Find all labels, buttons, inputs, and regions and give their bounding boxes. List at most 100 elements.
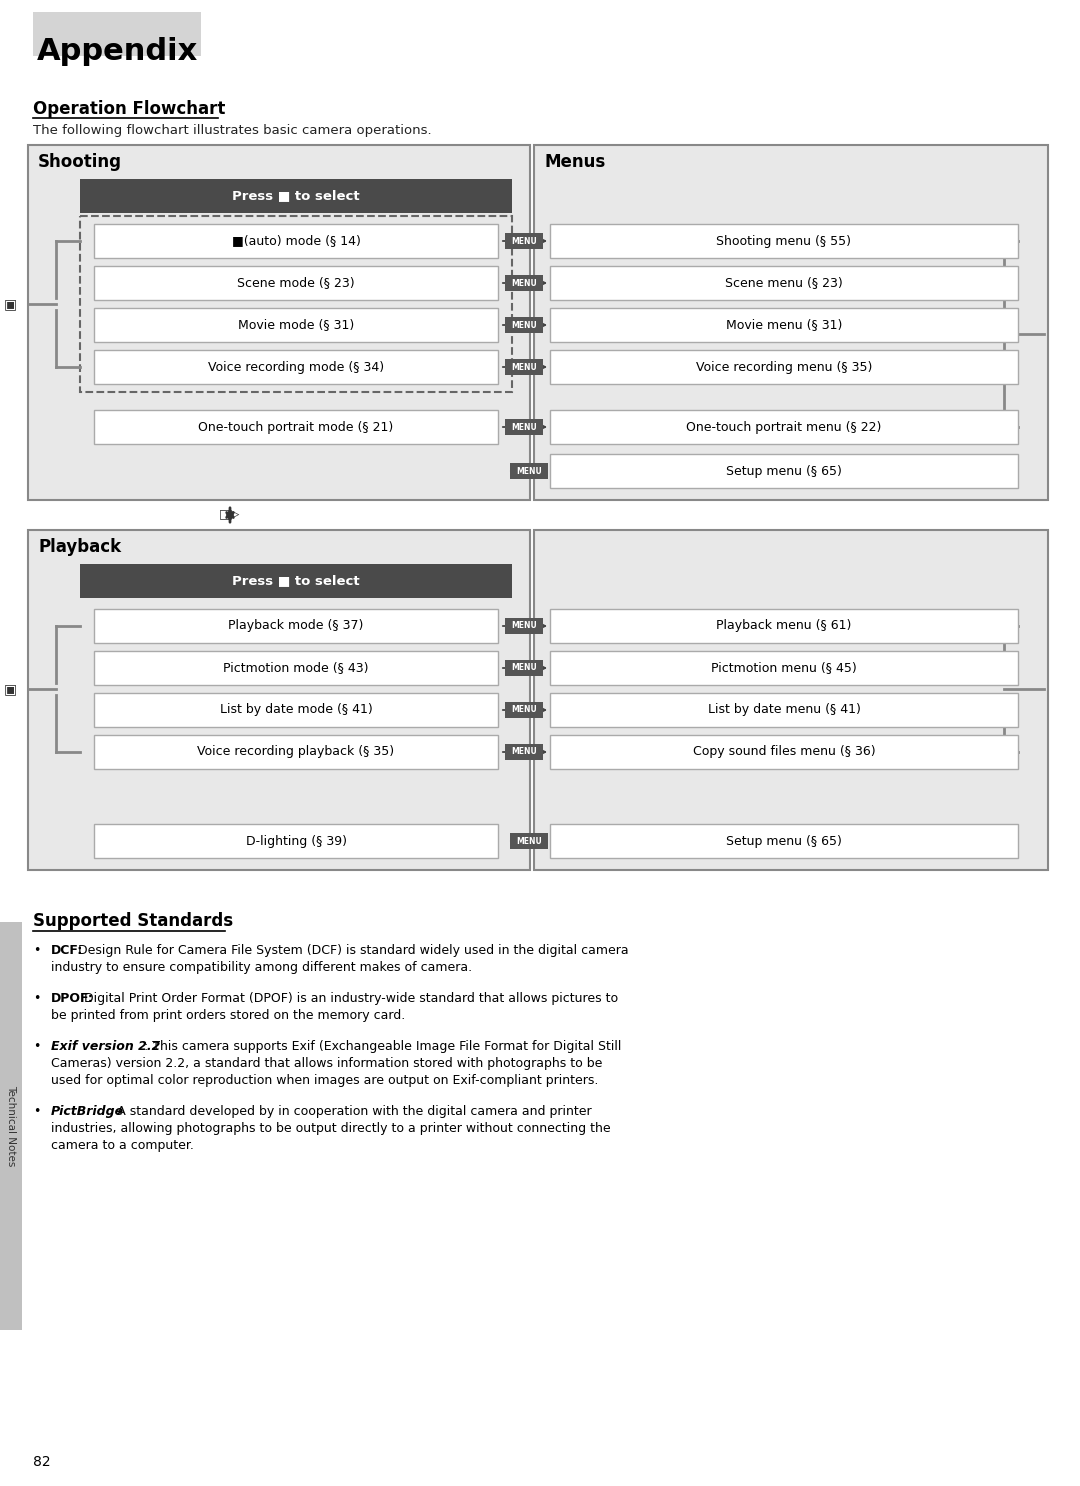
Bar <box>80 178 512 212</box>
Text: camera to a computer.: camera to a computer. <box>51 1138 194 1152</box>
Text: 82: 82 <box>33 1455 51 1470</box>
Text: Menus: Menus <box>544 153 605 171</box>
Text: Appendix: Appendix <box>37 37 199 67</box>
Text: MENU: MENU <box>511 422 537 431</box>
Text: •: • <box>33 1106 40 1117</box>
Text: One-touch portrait menu (§ 22): One-touch portrait menu (§ 22) <box>686 421 881 434</box>
Text: D-lighting (§ 39): D-lighting (§ 39) <box>245 835 347 847</box>
Bar <box>94 224 498 259</box>
Bar <box>505 419 543 435</box>
Bar <box>550 308 1018 342</box>
Bar <box>94 410 498 444</box>
Text: ■(auto) mode (§ 14): ■(auto) mode (§ 14) <box>231 235 361 248</box>
Text: The following flowchart illustrates basic camera operations.: The following flowchart illustrates basi… <box>33 123 432 137</box>
Text: □▷: □▷ <box>219 508 241 522</box>
Bar <box>505 701 543 718</box>
Bar <box>0 921 22 1330</box>
Text: Supported Standards: Supported Standards <box>33 912 233 930</box>
Bar <box>94 651 498 685</box>
Bar <box>534 531 1048 869</box>
Text: Playback mode (§ 37): Playback mode (§ 37) <box>228 620 364 633</box>
Bar <box>550 455 1018 487</box>
Text: Shooting menu (§ 55): Shooting menu (§ 55) <box>716 235 851 248</box>
Text: DCF:: DCF: <box>51 944 83 957</box>
Bar <box>94 736 498 768</box>
Text: •: • <box>33 944 40 957</box>
Text: MENU: MENU <box>511 664 537 673</box>
Text: Shooting: Shooting <box>38 153 122 171</box>
Text: List by date menu (§ 41): List by date menu (§ 41) <box>707 703 861 716</box>
Bar <box>550 224 1018 259</box>
Bar <box>550 825 1018 857</box>
Text: : This camera supports Exif (Exchangeable Image File Format for Digital Still: : This camera supports Exif (Exchangeabl… <box>144 1040 621 1054</box>
Bar <box>80 215 512 392</box>
Text: Setup menu (§ 65): Setup menu (§ 65) <box>726 835 842 847</box>
Bar <box>550 266 1018 300</box>
Text: Cameras) version 2.2, a standard that allows information stored with photographs: Cameras) version 2.2, a standard that al… <box>51 1057 603 1070</box>
Text: Pictmotion menu (§ 45): Pictmotion menu (§ 45) <box>711 661 856 675</box>
Text: MENU: MENU <box>511 321 537 330</box>
Bar <box>505 360 543 374</box>
Text: Design Rule for Camera File System (DCF) is standard widely used in the digital : Design Rule for Camera File System (DCF)… <box>75 944 629 957</box>
Bar <box>33 12 201 56</box>
Text: Scene mode (§ 23): Scene mode (§ 23) <box>238 276 355 290</box>
Text: MENU: MENU <box>511 278 537 287</box>
Text: Voice recording playback (§ 35): Voice recording playback (§ 35) <box>198 746 394 758</box>
Bar <box>28 146 530 499</box>
Bar <box>505 744 543 759</box>
Bar <box>94 308 498 342</box>
Text: Voice recording menu (§ 35): Voice recording menu (§ 35) <box>696 361 873 373</box>
Text: Digital Print Order Format (DPOF) is an industry-wide standard that allows pictu: Digital Print Order Format (DPOF) is an … <box>80 993 618 1005</box>
Text: Operation Flowchart: Operation Flowchart <box>33 100 226 117</box>
Bar <box>550 651 1018 685</box>
Text: Movie mode (§ 31): Movie mode (§ 31) <box>238 318 354 331</box>
Bar <box>505 618 543 635</box>
Text: ▣: ▣ <box>3 297 16 311</box>
Bar <box>505 275 543 291</box>
Text: industry to ensure compatibility among different makes of camera.: industry to ensure compatibility among d… <box>51 961 472 973</box>
Bar <box>550 692 1018 727</box>
Bar <box>550 736 1018 768</box>
Bar <box>28 531 530 869</box>
Text: Playback menu (§ 61): Playback menu (§ 61) <box>716 620 852 633</box>
Text: Movie menu (§ 31): Movie menu (§ 31) <box>726 318 842 331</box>
Bar <box>80 565 512 597</box>
Text: Pictmotion mode (§ 43): Pictmotion mode (§ 43) <box>224 661 368 675</box>
Bar <box>510 464 548 478</box>
Text: industries, allowing photographs to be output directly to a printer without conn: industries, allowing photographs to be o… <box>51 1122 610 1135</box>
Bar <box>505 317 543 333</box>
Text: Copy sound files menu (§ 36): Copy sound files menu (§ 36) <box>692 746 875 758</box>
Text: MENU: MENU <box>511 236 537 245</box>
Text: List by date mode (§ 41): List by date mode (§ 41) <box>219 703 373 716</box>
Bar <box>94 692 498 727</box>
Text: Exif version 2.2: Exif version 2.2 <box>51 1040 160 1054</box>
Text: Technical Notes: Technical Notes <box>6 1085 16 1167</box>
Text: be printed from print orders stored on the memory card.: be printed from print orders stored on t… <box>51 1009 405 1022</box>
Bar <box>94 266 498 300</box>
Text: MENU: MENU <box>511 747 537 756</box>
Bar <box>94 825 498 857</box>
Bar <box>550 351 1018 383</box>
Text: ▣: ▣ <box>3 682 16 695</box>
Bar <box>550 410 1018 444</box>
Text: Press ■ to select: Press ■ to select <box>232 575 360 587</box>
Text: PictBridge: PictBridge <box>51 1106 124 1117</box>
Text: Setup menu (§ 65): Setup menu (§ 65) <box>726 465 842 477</box>
Bar <box>94 351 498 383</box>
Text: MENU: MENU <box>516 837 542 846</box>
Text: Voice recording mode (§ 34): Voice recording mode (§ 34) <box>208 361 384 373</box>
Bar <box>534 146 1048 499</box>
Text: One-touch portrait mode (§ 21): One-touch portrait mode (§ 21) <box>199 421 393 434</box>
Text: MENU: MENU <box>511 706 537 715</box>
Text: MENU: MENU <box>511 621 537 630</box>
Bar <box>505 233 543 250</box>
Text: : A standard developed by in cooperation with the digital camera and printer: : A standard developed by in cooperation… <box>109 1106 592 1117</box>
Text: used for optimal color reproduction when images are output on Exif-compliant pri: used for optimal color reproduction when… <box>51 1074 598 1086</box>
Text: DPOF:: DPOF: <box>51 993 94 1005</box>
Text: •: • <box>33 1040 40 1054</box>
Bar <box>505 660 543 676</box>
Text: •: • <box>33 993 40 1005</box>
Text: MENU: MENU <box>516 467 542 476</box>
Text: Playback: Playback <box>38 538 121 556</box>
Bar <box>550 609 1018 643</box>
